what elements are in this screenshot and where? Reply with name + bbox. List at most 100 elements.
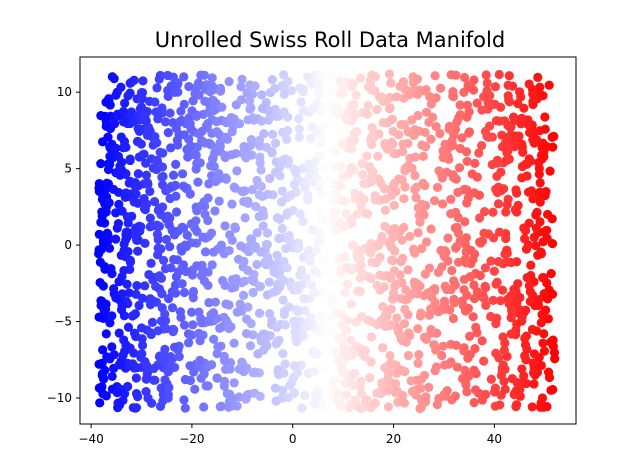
scatter-point [243, 150, 254, 160]
scatter-point [101, 391, 111, 401]
scatter-point [97, 370, 107, 381]
scatter-point [204, 179, 214, 189]
scatter-point [227, 199, 237, 209]
scatter-point [270, 104, 280, 115]
scatter-point [419, 332, 430, 342]
scatter-point [448, 87, 458, 97]
scatter-point [452, 117, 462, 127]
scatter-point [426, 224, 436, 234]
scatter-point [160, 309, 170, 319]
scatter-point [521, 355, 531, 365]
scatter-point [226, 322, 236, 332]
scatter-point [440, 360, 450, 370]
scatter-point [386, 78, 396, 88]
scatter-point [124, 288, 134, 298]
scatter-point [154, 271, 165, 281]
scatter-point [236, 241, 246, 251]
scatter-point [295, 209, 305, 219]
scatter-point [104, 243, 115, 253]
scatter-point [244, 96, 255, 106]
scatter-point [417, 140, 427, 150]
scatter-point [274, 233, 284, 243]
scatter-point [517, 316, 527, 326]
scatter-point [224, 300, 234, 310]
scatter-point [207, 73, 217, 83]
scatter-point [98, 345, 108, 355]
scatter-point [302, 195, 313, 205]
scatter-point [451, 340, 461, 350]
scatter-point [185, 119, 195, 129]
scatter-point [452, 222, 462, 232]
scatter-point [310, 349, 320, 359]
scatter-point [356, 260, 366, 270]
scatter-point [411, 193, 421, 203]
scatter-point [319, 257, 329, 267]
scatter-point [109, 74, 119, 84]
scatter-point [132, 235, 142, 245]
scatter-point [199, 276, 210, 286]
scatter-point [147, 317, 158, 328]
scatter-point [321, 273, 331, 283]
scatter-point [177, 279, 187, 289]
scatter-point [228, 401, 238, 411]
scatter-point [538, 273, 548, 283]
scatter-point [246, 234, 256, 244]
scatter-point [190, 88, 200, 99]
scatter-point [117, 165, 127, 175]
scatter-point [203, 215, 213, 226]
scatter-point [426, 307, 436, 317]
scatter-point [323, 240, 333, 250]
scatter-point [385, 103, 395, 113]
scatter-point [519, 371, 529, 381]
scatter-point [225, 389, 235, 399]
scatter-point [446, 194, 456, 204]
scatter-point [131, 388, 142, 399]
scatter-point [215, 323, 225, 333]
scatter-point [250, 81, 260, 91]
scatter-point [516, 115, 526, 125]
scatter-point [384, 384, 394, 394]
scatter-point [327, 298, 337, 308]
scatter-point [107, 342, 117, 352]
scatter-point [454, 163, 465, 173]
scatter-point [195, 355, 205, 365]
scatter-point [129, 197, 139, 207]
scatter-point [432, 182, 443, 193]
scatter-point [298, 216, 308, 227]
scatter-point [356, 246, 366, 256]
scatter-point [341, 208, 351, 219]
scatter-point [509, 136, 519, 147]
scatter-point [196, 70, 206, 80]
scatter-point [346, 144, 356, 154]
scatter-point [112, 388, 122, 398]
scatter-point [394, 174, 404, 184]
scatter-point [490, 82, 501, 92]
scatter-point [524, 281, 534, 291]
scatter-point [116, 82, 126, 92]
scatter-point [460, 376, 471, 387]
x-tick-label: 0 [289, 432, 297, 446]
scatter-point [352, 252, 363, 263]
scatter-point [278, 385, 288, 395]
scatter-point [482, 78, 492, 88]
scatter-point [502, 257, 512, 267]
scatter-point [492, 277, 502, 287]
scatter-point [440, 299, 450, 309]
scatter-point [408, 78, 419, 88]
scatter-point [167, 225, 177, 236]
scatter-point [370, 398, 380, 408]
scatter-point [389, 148, 399, 159]
scatter-point [301, 272, 311, 283]
scatter-point [471, 385, 481, 395]
scatter-point [517, 364, 527, 374]
scatter-point [529, 349, 539, 359]
scatter-point [397, 235, 407, 245]
chart-title: Unrolled Swiss Roll Data Manifold [154, 28, 506, 52]
scatter-point [105, 354, 115, 364]
scatter-point [316, 70, 326, 80]
scatter-point [180, 240, 190, 250]
scatter-point [269, 267, 279, 277]
scatter-point [196, 201, 207, 211]
scatter-point [459, 343, 469, 353]
scatter-point [480, 263, 491, 273]
